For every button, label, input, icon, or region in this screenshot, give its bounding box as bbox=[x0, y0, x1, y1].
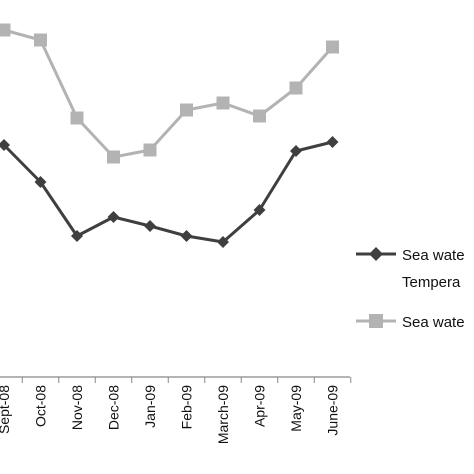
x-tick-label: Nov-08 bbox=[69, 385, 85, 430]
data-point bbox=[70, 111, 84, 125]
data-point bbox=[107, 150, 120, 164]
data-point bbox=[144, 220, 156, 232]
series-line bbox=[2, 140, 333, 244]
legend: Sea wate Tempera Sea wate bbox=[356, 247, 465, 331]
legend-label-1-line2: Tempera bbox=[402, 274, 461, 291]
x-tick-label: Feb-09 bbox=[179, 385, 195, 430]
series-line bbox=[3, 28, 334, 159]
data-point bbox=[34, 33, 47, 47]
data-point bbox=[217, 236, 229, 248]
x-axis-labels: Sept-08 Oct-08 Nov-08 Dec-08 Jan-09 Feb-09 Mar… bbox=[0, 385, 341, 444]
data-point bbox=[107, 211, 120, 223]
data-point bbox=[143, 143, 157, 157]
data-point bbox=[326, 40, 339, 54]
legend-label-2: Sea wate bbox=[402, 314, 465, 331]
x-tick-label: Dec-08 bbox=[106, 385, 122, 430]
data-point bbox=[180, 103, 193, 117]
series-1 bbox=[0, 136, 339, 248]
x-tick-label: Oct-08 bbox=[33, 385, 49, 427]
x-tick-label: March-09 bbox=[215, 385, 231, 444]
data-point bbox=[0, 23, 11, 37]
legend-swatch-marker-2 bbox=[369, 314, 383, 328]
x-tick-label: Apr-09 bbox=[252, 385, 268, 427]
data-point bbox=[34, 176, 47, 188]
data-point bbox=[253, 109, 266, 123]
x-tick-label: Sept-08 bbox=[0, 385, 12, 434]
x-axis-ticks bbox=[21, 377, 352, 383]
data-point bbox=[71, 230, 83, 242]
x-tick-label: Jan-09 bbox=[142, 385, 158, 428]
x-tick-label: May-09 bbox=[288, 385, 304, 432]
legend-item-series-1: Sea wate Tempera bbox=[356, 247, 465, 291]
legend-label-1: Sea wate bbox=[402, 247, 465, 264]
legend-swatch-marker-1 bbox=[369, 247, 383, 261]
data-point bbox=[289, 81, 303, 95]
data-point bbox=[180, 230, 193, 242]
x-axis: Sept-08 Oct-08 Nov-08 Dec-08 Jan-09 Feb-09 Mar… bbox=[0, 376, 352, 444]
series-layer bbox=[0, 23, 339, 248]
data-point bbox=[253, 204, 266, 216]
x-tick-label: June-09 bbox=[325, 385, 341, 436]
data-point bbox=[290, 145, 302, 157]
legend-item-series-2: Sea wate bbox=[356, 314, 465, 331]
series-2 bbox=[0, 23, 339, 164]
data-point bbox=[326, 136, 339, 148]
data-point bbox=[0, 139, 10, 151]
data-point bbox=[216, 96, 230, 110]
